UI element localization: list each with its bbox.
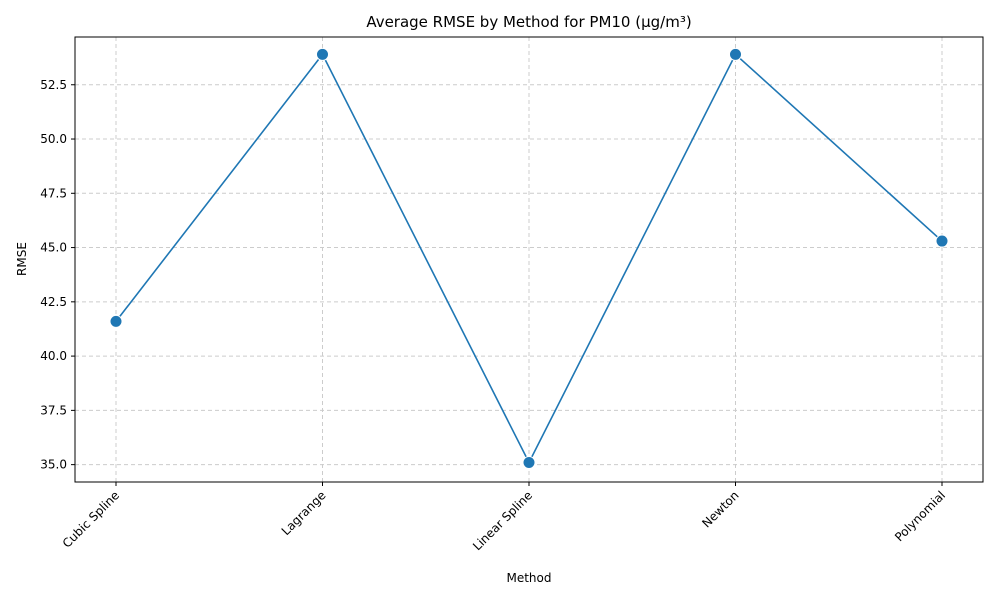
y-tick-label: 45.0: [40, 241, 67, 255]
y-tick-label: 37.5: [40, 403, 67, 417]
series: [109, 47, 949, 469]
x-axis-ticks: Cubic Spline Lagrange Linear Spline Newton P…: [60, 482, 948, 553]
x-tick-label: Newton: [699, 488, 741, 530]
grid-lines: [75, 37, 983, 482]
x-tick-label: Lagrange: [279, 488, 329, 538]
data-point: [729, 47, 742, 61]
data-point: [935, 234, 949, 248]
y-tick-label: 35.0: [40, 458, 67, 472]
y-tick-label: 50.0: [40, 132, 67, 146]
x-axis-label: Method: [506, 571, 551, 585]
data-point: [109, 314, 123, 328]
x-tick-label: Linear Spline: [470, 488, 535, 553]
data-point: [316, 47, 329, 61]
data-point: [522, 455, 536, 469]
y-tick-label: 47.5: [40, 186, 67, 200]
y-tick-label: 40.0: [40, 349, 67, 363]
x-tick-label: Polynomial: [892, 488, 948, 544]
chart-title: Average RMSE by Method for PM10 (µg/m³): [366, 13, 691, 31]
y-axis-ticks: 35.0 37.5 40.0 42.5 45.0 47.5 50.0 52.5: [40, 78, 75, 472]
y-tick-label: 42.5: [40, 295, 67, 309]
x-tick-label: Cubic Spline: [60, 488, 122, 550]
y-tick-label: 52.5: [40, 78, 67, 92]
y-axis-label: RMSE: [15, 242, 29, 276]
